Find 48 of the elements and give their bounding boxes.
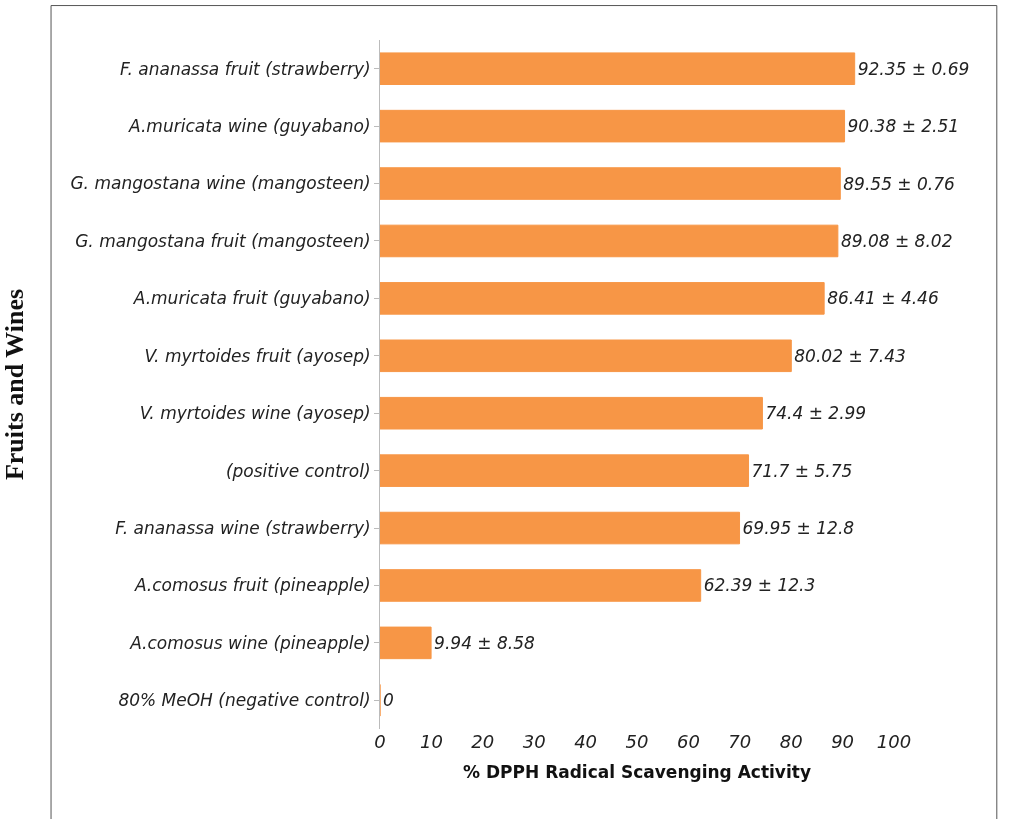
y-tick-label: (positive control) [225, 460, 371, 481]
y-tick-label: A.comosus wine (pineapple) [129, 632, 371, 653]
x-tick-label: 90 [831, 731, 855, 752]
x-tick-label: 40 [574, 731, 598, 752]
bar [380, 626, 432, 660]
x-tick-label: 30 [522, 731, 546, 752]
bar [380, 52, 856, 85]
data-label: 0 [383, 690, 394, 711]
x-tick-label: 20 [471, 731, 495, 752]
y-tick-label: V. myrtoides wine (ayosep) [139, 403, 371, 424]
bar [380, 282, 825, 315]
data-label: 71.7 ± 5.75 [751, 460, 853, 481]
y-tick-label: G. mangostana fruit (mangosteen) [75, 230, 371, 251]
data-label: 74.4 ± 2.99 [765, 403, 867, 424]
y-tick-label: 80% MeOH (negative control) [118, 690, 371, 711]
y-tick-label: F. ananassa fruit (strawberry) [119, 58, 371, 79]
data-label: 89.08 ± 8.02 [840, 230, 953, 251]
y-tick-label: A.muricata wine (guyabano) [127, 116, 371, 137]
y-tick-label: G. mangostana wine (mangosteen) [70, 173, 371, 194]
bar [380, 167, 841, 200]
data-label: 80.02 ± 7.43 [794, 345, 906, 366]
data-label: 9.94 ± 8.58 [434, 632, 536, 653]
data-label: 92.35 ± 0.69 [857, 58, 970, 79]
bar [380, 511, 741, 545]
x-tick-label: 80 [779, 731, 803, 752]
data-label: 89.55 ± 0.76 [843, 173, 956, 194]
x-tick-label: 70 [728, 731, 752, 752]
x-tick-label: 100 [876, 731, 912, 752]
x-axis-title: % DPPH Radical Scavenging Activity [463, 762, 811, 783]
y-tick-label: F. ananassa wine (strawberry) [115, 517, 371, 538]
data-label: 69.95 ± 12.8 [742, 518, 855, 539]
bar [380, 224, 839, 258]
x-tick-label: 50 [625, 731, 649, 752]
bar [380, 109, 846, 143]
y-tick-label: V. myrtoides fruit (ayosep) [144, 345, 371, 366]
x-tick-label: 10 [419, 731, 443, 752]
data-label: 62.39 ± 12.3 [703, 575, 816, 596]
bar [380, 454, 750, 487]
data-label: 86.41 ± 4.46 [827, 288, 939, 309]
y-tick-label: A.comosus fruit (pineapple) [133, 575, 371, 596]
bar [380, 339, 792, 373]
bar [380, 396, 763, 430]
y-axis-title: Fruits and Wines [0, 288, 29, 481]
bar [380, 569, 702, 602]
x-tick-label: 60 [676, 731, 700, 752]
data-label: 90.38 ± 2.51 [847, 116, 960, 137]
x-tick-label: 0 [374, 731, 386, 752]
y-tick-label: A.muricata fruit (guyabano) [132, 288, 371, 309]
